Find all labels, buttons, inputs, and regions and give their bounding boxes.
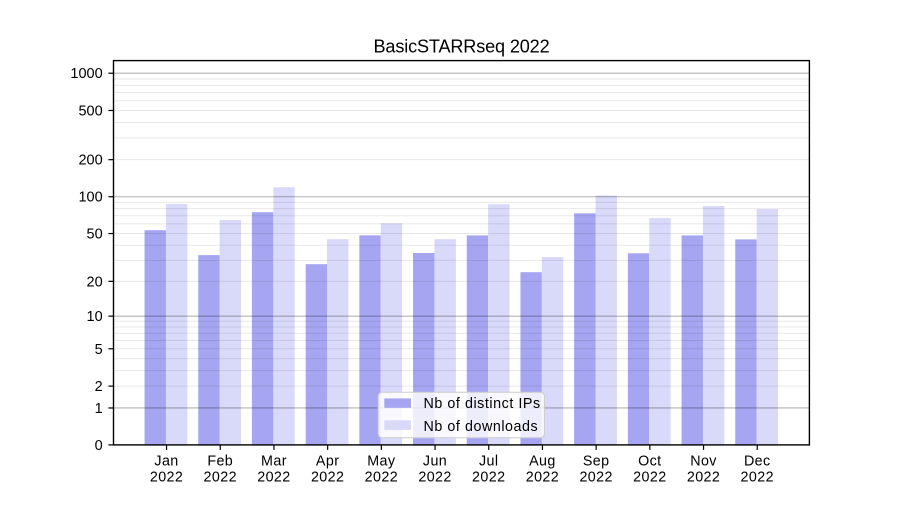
svg-text:2: 2	[95, 379, 103, 395]
svg-text:20: 20	[87, 274, 103, 290]
svg-text:5: 5	[95, 342, 103, 358]
svg-text:Nb of downloads: Nb of downloads	[424, 419, 539, 435]
svg-text:2022: 2022	[418, 470, 451, 486]
svg-text:2022: 2022	[365, 470, 398, 486]
svg-text:Oct: Oct	[638, 453, 661, 469]
svg-text:Sep: Sep	[583, 453, 610, 469]
svg-text:2022: 2022	[633, 470, 666, 486]
svg-text:Nov: Nov	[690, 453, 717, 469]
svg-text:Aug: Aug	[529, 453, 556, 469]
svg-text:1: 1	[95, 401, 103, 417]
svg-text:200: 200	[78, 153, 102, 169]
svg-text:100: 100	[78, 190, 102, 206]
svg-text:50: 50	[87, 227, 103, 243]
svg-text:Apr: Apr	[316, 453, 339, 469]
svg-text:Feb: Feb	[207, 453, 233, 469]
svg-text:2022: 2022	[472, 470, 505, 486]
svg-text:Nb of distinct IPs: Nb of distinct IPs	[424, 396, 541, 412]
svg-text:500: 500	[78, 103, 102, 119]
svg-text:Dec: Dec	[744, 453, 771, 469]
svg-text:10: 10	[87, 309, 103, 325]
svg-text:Jan: Jan	[154, 453, 178, 469]
svg-text:2022: 2022	[579, 470, 612, 486]
svg-text:2022: 2022	[311, 470, 344, 486]
svg-text:2022: 2022	[741, 470, 774, 486]
svg-text:2022: 2022	[257, 470, 290, 486]
svg-text:Mar: Mar	[261, 453, 287, 469]
svg-text:May: May	[367, 453, 396, 469]
svg-text:2022: 2022	[526, 470, 559, 486]
svg-text:Jul: Jul	[479, 453, 498, 469]
svg-text:2022: 2022	[204, 470, 237, 486]
svg-text:1000: 1000	[70, 66, 102, 82]
svg-text:0: 0	[95, 438, 103, 454]
svg-text:2022: 2022	[150, 470, 183, 486]
svg-text:Jun: Jun	[423, 453, 447, 469]
svg-text:BasicSTARRseq 2022: BasicSTARRseq 2022	[374, 37, 550, 57]
svg-text:2022: 2022	[687, 470, 720, 486]
